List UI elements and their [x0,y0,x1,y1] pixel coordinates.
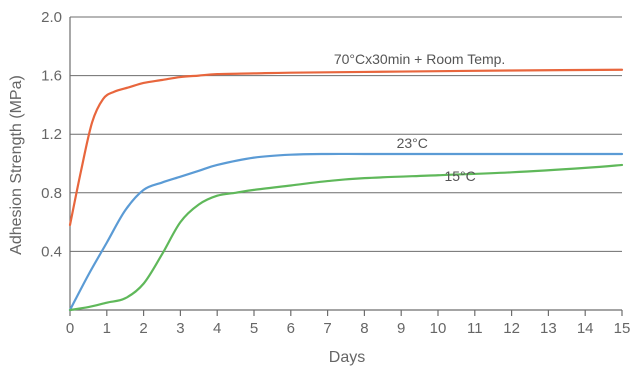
x-tick-label: 8 [360,320,368,337]
x-tick-label: 14 [577,320,594,337]
series-lines [68,68,624,312]
tick-labels: 0.40.81.21.62.00 1 2 3 4 5 6 7 8 9 10 11 12 13 14 15 [41,9,630,337]
y-tick-label: 1.2 [41,126,62,143]
y-axis-title: Adhesion Strength (MPa) [8,75,25,255]
x-tick-label: 15 [614,320,631,337]
axes [69,17,623,316]
y-tick-label: 0.4 [41,243,62,260]
x-tick-label: 5 [250,320,258,337]
x-tick-label: 3 [176,320,184,337]
series-line-2 [68,163,624,312]
y-tick-label: 2.0 [41,9,62,26]
x-tick-label: 13 [540,320,557,337]
x-tick-label: 0 [66,320,74,337]
x-tick-label: 1 [103,320,111,337]
series-line-0 [68,68,624,227]
x-tick-label: 6 [287,320,295,337]
series-label-0: 70°Cx30min + Room Temp. [334,51,505,67]
grid [70,16,622,252]
x-tick-label: 7 [323,320,331,337]
x-axis-title: Days [329,349,365,366]
x-tick-label: 2 [139,320,147,337]
series-labels: 70°Cx30min + Room Temp. 23°C 15°C [334,51,505,184]
x-tick-label: 4 [213,320,221,337]
x-tick-label: 12 [503,320,520,337]
series-label-2: 15°C [444,168,475,184]
x-tick-label: 11 [467,320,483,337]
series-line-1 [68,152,624,312]
x-tick-label: 10 [430,320,447,337]
y-tick-label: 1.6 [41,68,62,85]
series-label-1: 23°C [397,135,428,151]
x-tick-label: 9 [397,320,405,337]
y-tick-label: 0.8 [41,185,62,202]
